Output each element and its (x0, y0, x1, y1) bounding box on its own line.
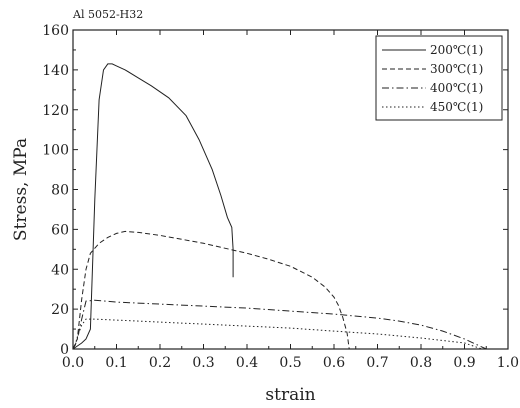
x-tick-label: 0.4 (236, 355, 258, 371)
x-tick-label: 0.5 (279, 355, 301, 371)
x-tick-label: 1.0 (497, 355, 519, 371)
x-tick-label: 0.2 (149, 355, 171, 371)
x-tick-label: 0.6 (323, 355, 345, 371)
y-tick-label: 140 (42, 63, 69, 79)
legend: 200℃(1) 300℃(1) 400℃(1) 450℃(1) (375, 35, 503, 121)
legend-label: 300℃(1) (430, 62, 483, 76)
series-layer (72, 63, 487, 350)
legend-label: 450℃(1) (430, 100, 483, 114)
y-tick-label: 80 (51, 183, 69, 199)
series-200c-line (72, 63, 234, 350)
x-tick-label: 0.7 (366, 355, 388, 371)
series-300c-line (72, 230, 350, 350)
chart-title: Al 5052-H32 (72, 8, 143, 21)
x-tick-label: 0.0 (62, 355, 84, 371)
plot-area-frame (72, 29, 509, 350)
y-axis-ticks: 0 20 40 60 80 100 120 140 160 (42, 23, 508, 358)
y-tick-label: 120 (42, 103, 69, 119)
y-tick-label: 60 (51, 222, 69, 238)
y-tick-label: 100 (42, 143, 69, 159)
y-tick-label: 40 (51, 262, 69, 278)
x-axis-ticks: 0.0 0.1 0.2 0.3 0.4 0.5 0.6 0.7 0.8 0.9 1.0 (62, 30, 519, 371)
x-tick-label: 0.8 (410, 355, 432, 371)
y-tick-label: 0 (60, 342, 69, 358)
legend-label: 200℃(1) (430, 43, 483, 57)
y-tick-label: 160 (42, 23, 69, 39)
legend-label: 400℃(1) (430, 81, 483, 95)
x-axis-label: strain (265, 385, 315, 405)
y-tick-label: 20 (51, 302, 69, 318)
x-tick-label: 0.9 (453, 355, 475, 371)
x-tick-label: 0.1 (105, 355, 127, 371)
series-400c-line (72, 299, 487, 350)
series-450c-line (72, 318, 483, 350)
x-tick-label: 0.3 (192, 355, 214, 371)
y-axis-label: Stress, MPa (11, 138, 31, 241)
